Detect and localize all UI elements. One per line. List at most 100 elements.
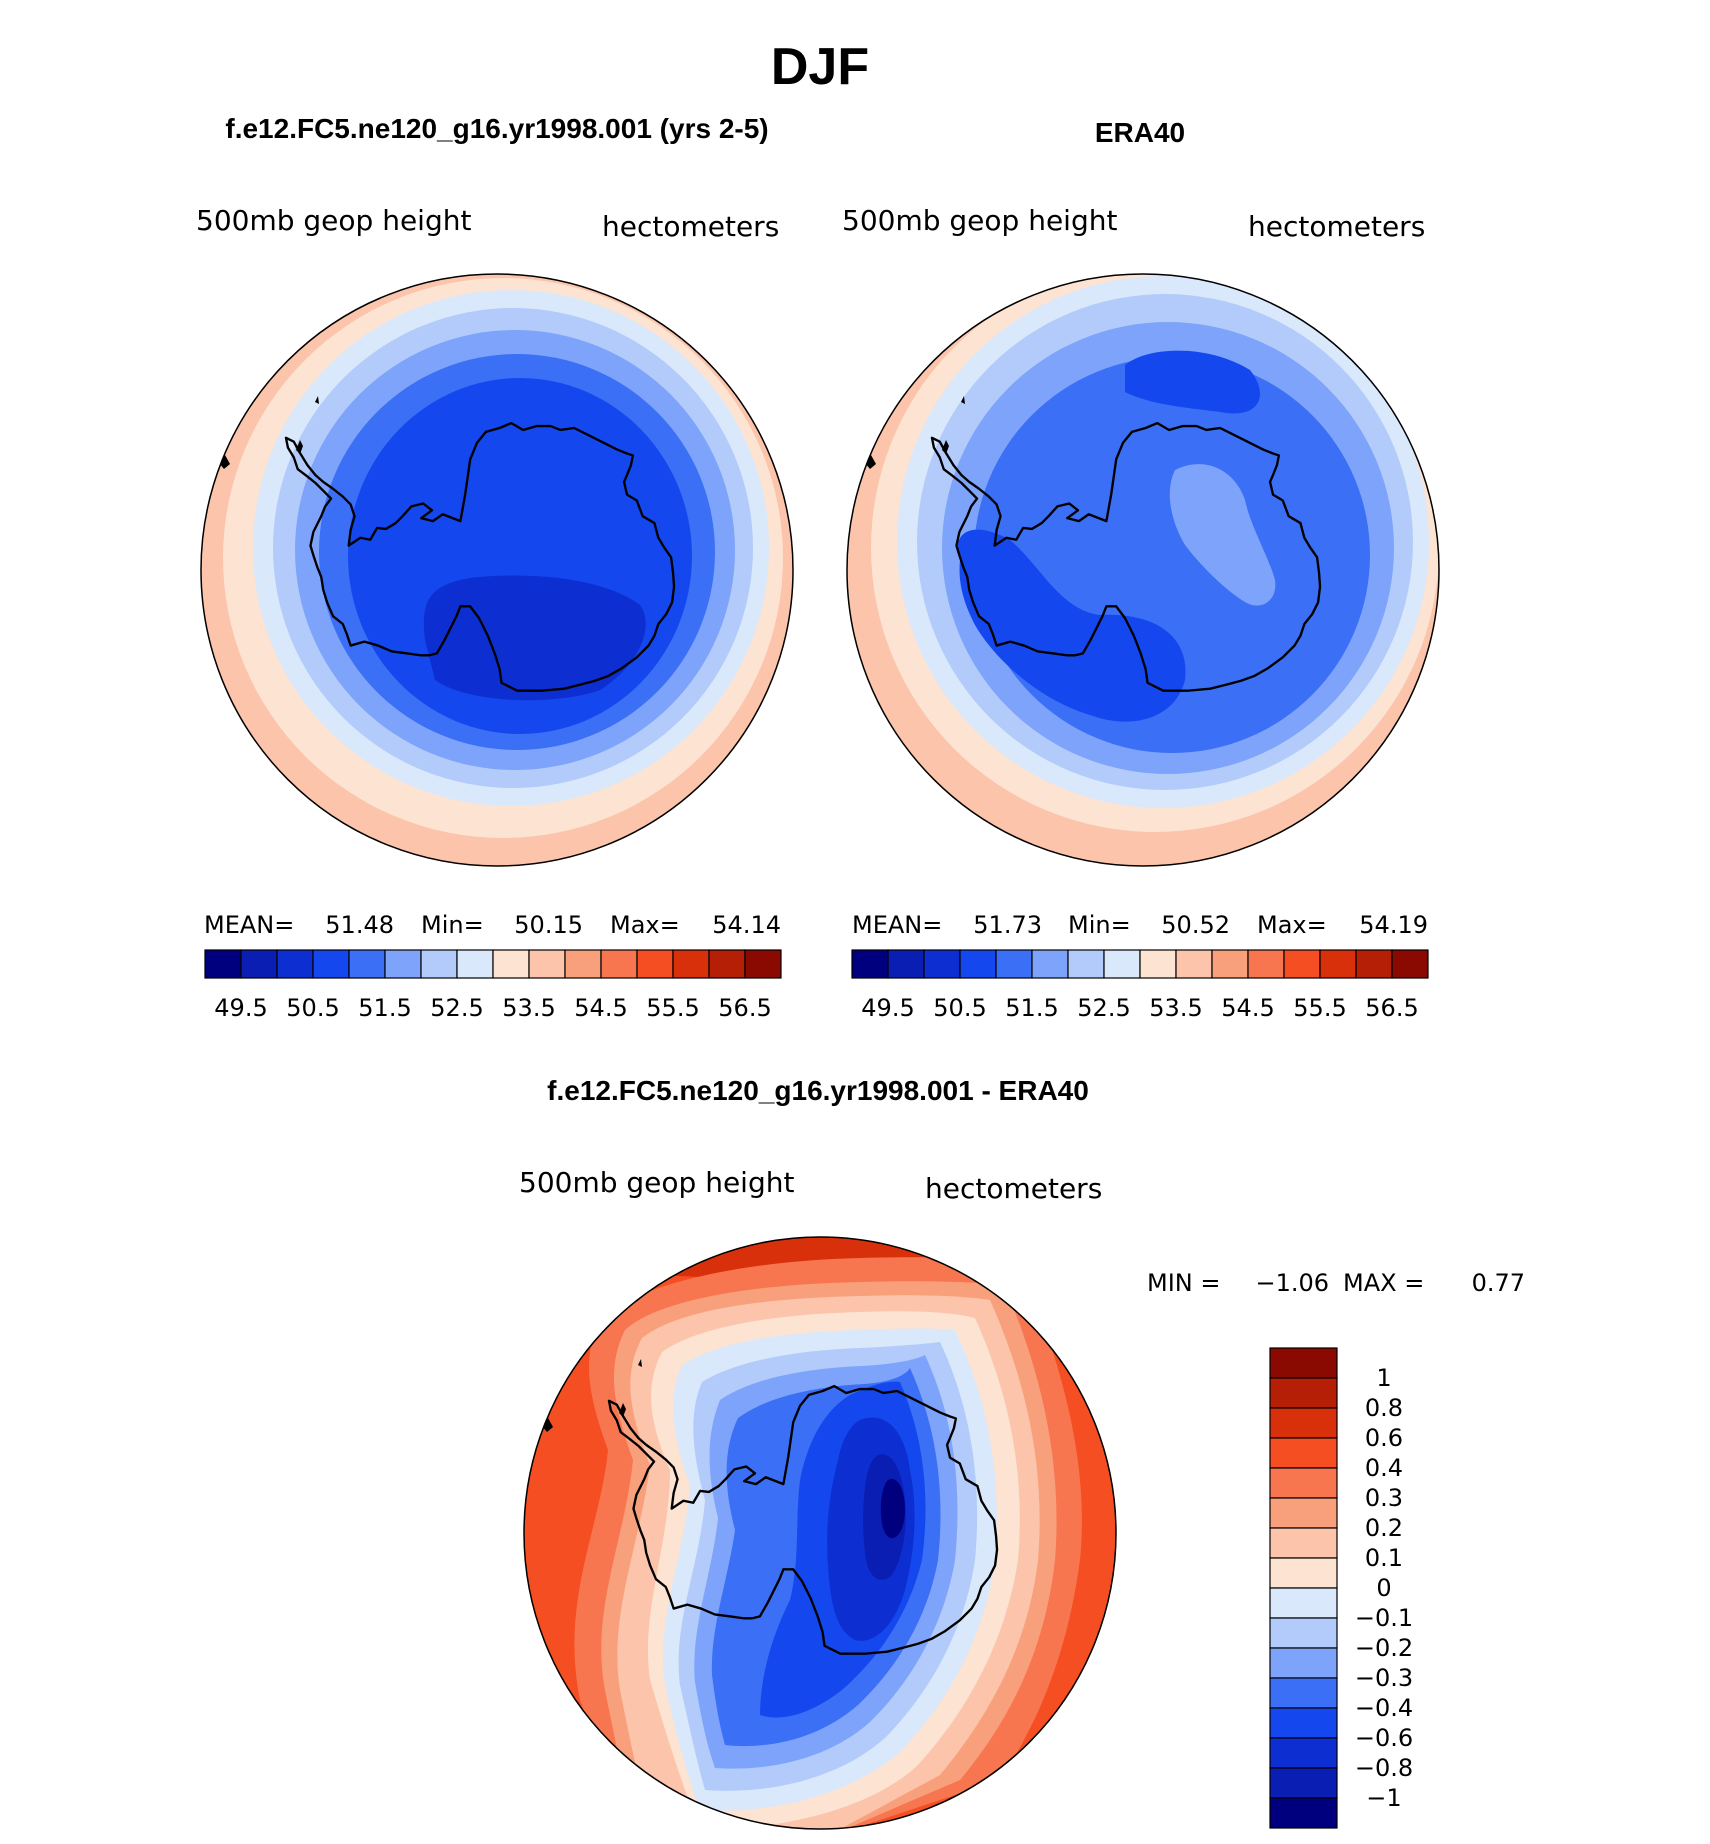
- panel-difference-colorbar-swatch: [1269, 1437, 1338, 1469]
- panel-difference-units-label: hectometers: [925, 1172, 1102, 1205]
- panel-model-max-label: Max=: [610, 911, 680, 939]
- panel-model-colorbar-swatch: [636, 949, 674, 979]
- panel-difference-colorbar: 10.80.60.40.30.20.10−0.1−0.2−0.3−0.4−0.6…: [1269, 1347, 1413, 1829]
- panel-difference-colorbar-swatch: [1269, 1737, 1338, 1769]
- panel-difference-min-value: −1.06: [1255, 1269, 1329, 1297]
- panel-model-min-value: 50.15: [514, 911, 583, 939]
- panel-model-colorbar-swatch: [492, 949, 530, 979]
- panel-model-colorbar-swatch: [744, 949, 782, 979]
- panel-difference-variable-label: 500mb geop height: [519, 1166, 794, 1199]
- panel-difference-max-label: MAX =: [1343, 1269, 1424, 1297]
- panel-difference-colorbar-tick-label: −0.1: [1355, 1604, 1413, 1632]
- band-min: [880, 1479, 905, 1539]
- panel-difference-colorbar-tick-label: −0.4: [1355, 1694, 1413, 1722]
- panel-difference-colorbar-swatch: [1269, 1557, 1338, 1589]
- panel-model-colorbar-swatch: [204, 949, 242, 979]
- band-50.5-top: [1125, 350, 1260, 414]
- panel-difference-max-value: 0.77: [1472, 1269, 1525, 1297]
- panel-model-title: f.e12.FC5.ne120_g16.yr1998.001 (yrs 2-5): [225, 113, 768, 144]
- panel-difference-colorbar-swatch: [1269, 1707, 1338, 1739]
- panel-difference-colorbar-swatch: [1269, 1617, 1338, 1649]
- panel-model-colorbar-swatch: [312, 949, 350, 979]
- panel-difference-colorbar-tick-label: 0: [1376, 1574, 1391, 1602]
- panel-difference-colorbar-swatch: [1269, 1467, 1338, 1499]
- panel-difference-colorbar-tick-label: 0.3: [1365, 1484, 1403, 1512]
- panel-era40-colorbar-swatch: [1247, 949, 1285, 979]
- panel-difference-colorbar-swatch: [1269, 1587, 1338, 1619]
- panel-era40-colorbar-swatch: [1391, 949, 1429, 979]
- panel-model-colorbar-tick-label: 54.5: [574, 994, 627, 1022]
- panel-difference-colorbar-swatch: [1269, 1407, 1338, 1439]
- panel-era40-colorbar-swatch: [1067, 949, 1105, 979]
- panel-era40: ERA40 500mb geop height hectometers MEAN…: [842, 117, 1440, 1022]
- panel-difference-colorbar-tick-label: 0.6: [1365, 1424, 1403, 1452]
- panel-model-units-label: hectometers: [602, 210, 779, 243]
- band-50.5-bottom: [957, 529, 1186, 722]
- panel-model-min-label: Min=: [421, 911, 484, 939]
- panel-difference: f.e12.FC5.ne120_g16.yr1998.001 - ERA40 5…: [519, 1075, 1525, 1830]
- panel-era40-colorbar-tick-label: 51.5: [1005, 994, 1058, 1022]
- panel-difference-map-border: [523, 1236, 1117, 1830]
- panel-model-colorbar-tick-label: 55.5: [646, 994, 699, 1022]
- panel-era40-max-label: Max=: [1257, 911, 1327, 939]
- panel-era40-colorbar-tick-label: 56.5: [1365, 994, 1418, 1022]
- panel-era40-colorbar-tick-label: 54.5: [1221, 994, 1274, 1022]
- panel-difference-colorbar-swatch: [1269, 1497, 1338, 1529]
- panel-model-colorbar-tick-label: 51.5: [358, 994, 411, 1022]
- panel-difference-colorbar-tick-label: −0.2: [1355, 1634, 1413, 1662]
- panel-difference-colorbar-swatch: [1269, 1797, 1338, 1829]
- panel-difference-colorbar-tick-label: 1: [1376, 1364, 1391, 1392]
- panel-difference-colorbar-swatch: [1269, 1347, 1338, 1379]
- panel-era40-colorbar-swatch: [959, 949, 997, 979]
- panel-model-colorbar-swatch: [600, 949, 638, 979]
- panel-era40-colorbar-swatch: [851, 949, 889, 979]
- panel-model: f.e12.FC5.ne120_g16.yr1998.001 (yrs 2-5)…: [196, 113, 794, 1022]
- band-51.5-center: [1169, 464, 1276, 606]
- panel-difference-colorbar-swatch: [1269, 1527, 1338, 1559]
- panel-era40-colorbar-tick-label: 49.5: [861, 994, 914, 1022]
- panel-model-colorbar-tick-label: 50.5: [286, 994, 339, 1022]
- panel-model-colorbar-swatch: [348, 949, 386, 979]
- panel-difference-colorbar-tick-label: −1: [1366, 1784, 1401, 1812]
- panel-era40-colorbar-tick-label: 52.5: [1077, 994, 1130, 1022]
- panel-era40-min-label: Min=: [1068, 911, 1131, 939]
- panel-difference-colorbar-swatch: [1269, 1767, 1338, 1799]
- figure-title: DJF: [771, 38, 869, 96]
- panel-difference-colorbar-tick-label: 0.8: [1365, 1394, 1403, 1422]
- panel-era40-min-value: 50.52: [1161, 911, 1230, 939]
- panel-difference-colorbar-swatch: [1269, 1677, 1338, 1709]
- panel-difference-colorbar-tick-label: 0.4: [1365, 1454, 1403, 1482]
- panel-difference-colorbar-tick-label: −0.6: [1355, 1724, 1413, 1752]
- panel-model-colorbar-swatch: [672, 949, 710, 979]
- panel-era40-map: [847, 274, 1439, 866]
- panel-model-colorbar: 49.5 50.5 51.5 52.5 53.5 54.5 55.5 56.5: [204, 949, 782, 1022]
- panel-model-mean-value: 51.48: [325, 911, 394, 939]
- panel-era40-colorbar-swatch: [1283, 949, 1321, 979]
- panel-difference-colorbar-swatch: [1269, 1377, 1338, 1409]
- panel-era40-map-border: [846, 273, 1440, 867]
- panel-model-colorbar-swatch: [240, 949, 278, 979]
- panel-era40-colorbar-swatch: [1355, 949, 1393, 979]
- panel-era40-colorbar-swatch: [1103, 949, 1141, 979]
- panel-era40-colorbar-swatch: [1319, 949, 1357, 979]
- panel-model-colorbar-tick-label: 52.5: [430, 994, 483, 1022]
- panel-era40-variable-label: 500mb geop height: [842, 204, 1117, 237]
- panel-era40-title: ERA40: [1095, 117, 1185, 148]
- panel-difference-min-label: MIN =: [1147, 1269, 1220, 1297]
- panel-model-variable-label: 500mb geop height: [196, 204, 471, 237]
- panel-model-map: [201, 274, 793, 866]
- panel-model-colorbar-swatch: [420, 949, 458, 979]
- panel-era40-mean-value: 51.73: [973, 911, 1042, 939]
- panel-difference-colorbar-tick-label: 0.1: [1365, 1544, 1403, 1572]
- panel-era40-colorbar-swatch: [995, 949, 1033, 979]
- panel-model-colorbar-swatch: [528, 949, 566, 979]
- panel-model-colorbar-swatch: [456, 949, 494, 979]
- panel-era40-colorbar-swatch: [1211, 949, 1249, 979]
- panel-model-colorbar-swatch: [564, 949, 602, 979]
- panel-model-colorbar-swatch: [708, 949, 746, 979]
- panel-model-colorbar-swatch: [384, 949, 422, 979]
- panel-model-colorbar-tick-label: 53.5: [502, 994, 555, 1022]
- panel-era40-colorbar-swatch: [923, 949, 961, 979]
- panel-model-max-value: 54.14: [712, 911, 781, 939]
- panel-era40-colorbar-tick-label: 53.5: [1149, 994, 1202, 1022]
